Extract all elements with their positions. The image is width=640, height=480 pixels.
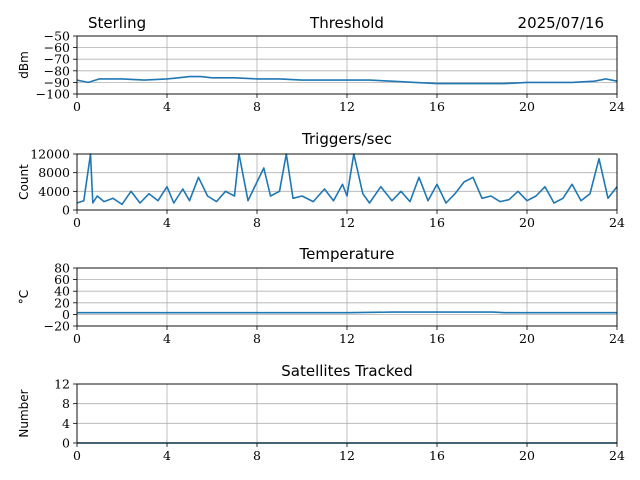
x-tick-label: 20 (519, 99, 535, 114)
x-tick-label: 12 (339, 331, 355, 346)
chart-title: Temperature (298, 245, 394, 263)
x-tick-label: 8 (253, 99, 261, 114)
y-axis-label: °C (17, 290, 31, 304)
y-tick-label: −50 (44, 29, 70, 44)
x-tick-label: 4 (163, 215, 171, 230)
y-tick-label: −80 (44, 63, 70, 78)
x-tick-label: 20 (519, 331, 535, 346)
y-axis-label: Count (17, 164, 31, 200)
x-tick-label: 20 (519, 448, 535, 463)
x-tick-label: 24 (609, 331, 625, 346)
y-tick-label: 8 (62, 396, 70, 411)
report-date: 2025/07/16 (518, 14, 604, 32)
x-tick-label: 12 (339, 99, 355, 114)
x-tick-label: 12 (339, 215, 355, 230)
x-tick-label: 24 (609, 448, 625, 463)
series-line (76, 75, 618, 85)
y-tick-label: 8000 (38, 165, 70, 180)
series-line (76, 153, 618, 206)
y-axis-label: Number (17, 389, 31, 437)
chart-title: Triggers/sec (301, 130, 392, 148)
x-tick-label: 8 (253, 448, 261, 463)
y-tick-label: 12 (54, 377, 70, 392)
x-tick-label: 16 (429, 331, 445, 346)
y-tick-label: −100 (36, 87, 70, 102)
y-tick-label: 4 (62, 416, 70, 431)
y-tick-label: 80 (54, 261, 70, 276)
series-line (77, 311, 617, 314)
x-tick-label: 12 (339, 448, 355, 463)
y-tick-label: 40 (54, 284, 70, 299)
x-tick-label: 20 (519, 215, 535, 230)
chart-title: Satellites Tracked (281, 362, 412, 380)
chart-panel-2: 0 4 8 12 16 20 24 0 4000 8000 12000 Triggers/sec Cou… (17, 130, 625, 230)
y-tick-label: 60 (54, 272, 70, 287)
y-tick-label: −20 (44, 319, 70, 334)
x-tick-label: 8 (253, 215, 261, 230)
x-tick-label: 0 (73, 448, 81, 463)
y-tick-label: 4000 (38, 184, 70, 199)
chart-title: Threshold (309, 14, 384, 32)
x-tick-label: 0 (73, 331, 81, 346)
y-axis-label: dBm (17, 51, 31, 79)
x-tick-label: 16 (429, 448, 445, 463)
x-tick-label: 16 (429, 215, 445, 230)
x-tick-label: 4 (163, 448, 171, 463)
y-tick-label: −70 (44, 52, 70, 67)
x-tick-label: 16 (429, 99, 445, 114)
x-tick-label: 4 (163, 99, 171, 114)
x-tick-label: 4 (163, 331, 171, 346)
y-tick-label: 20 (54, 295, 70, 310)
station-name: Sterling (88, 14, 146, 32)
x-tick-label: 0 (73, 99, 81, 114)
y-tick-label: 0 (62, 436, 70, 451)
x-tick-label: 24 (609, 99, 625, 114)
x-tick-label: 24 (609, 215, 625, 230)
x-tick-label: 0 (73, 215, 81, 230)
x-tick-label: 8 (253, 331, 261, 346)
y-tick-label: −60 (44, 40, 70, 55)
y-tick-label: 0 (62, 307, 70, 322)
chart-panel-1: 0 4 8 12 16 20 24 −100−90−80−70−60−50 Threshold d… (17, 14, 625, 114)
y-tick-label: 0 (62, 203, 70, 218)
y-tick-label: 12000 (30, 147, 70, 162)
y-tick-label: −90 (44, 75, 70, 90)
chart-panel-4: 0 4 8 12 16 20 24 0 4 8 12 Satellites Tracked Number (17, 362, 625, 463)
